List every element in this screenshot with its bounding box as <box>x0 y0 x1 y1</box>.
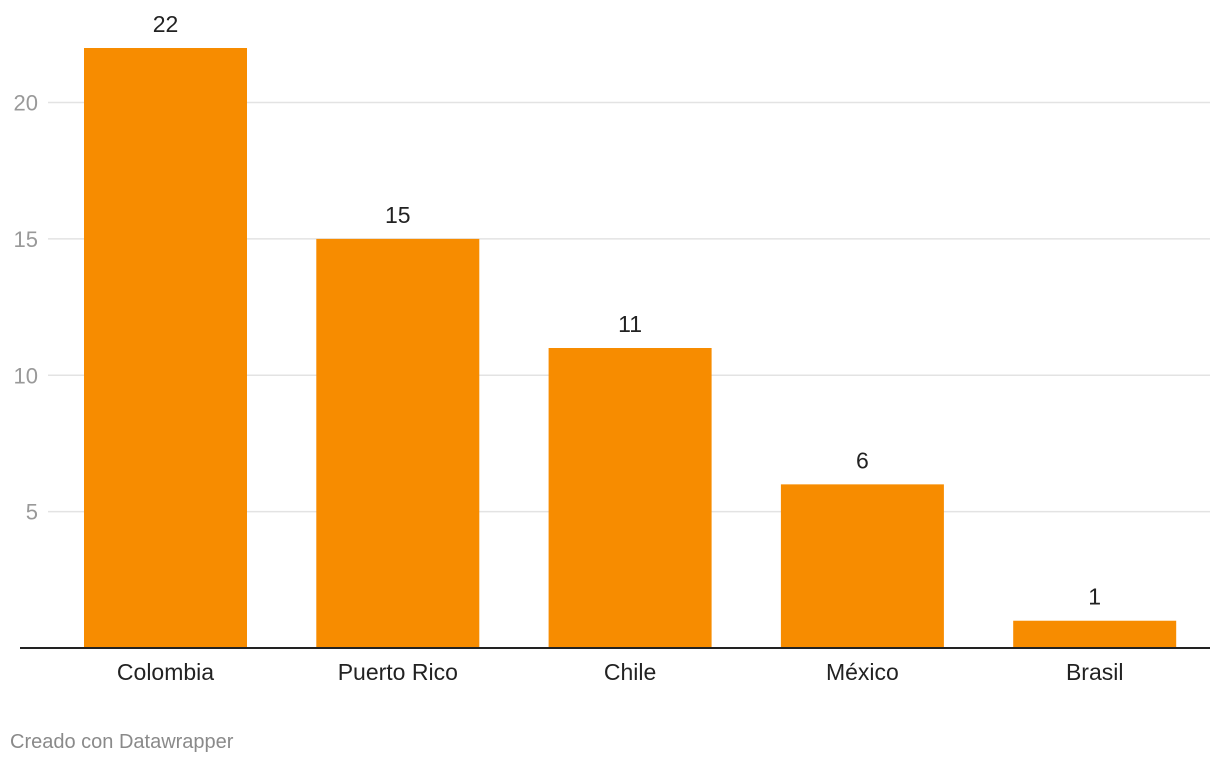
bar-0 <box>84 48 247 648</box>
bar-1 <box>316 238 480 648</box>
y-tick-label: 10 <box>14 363 38 388</box>
data-label: 22 <box>153 11 179 37</box>
bar-2 <box>548 348 712 648</box>
bars <box>84 48 1177 648</box>
bar-4 <box>1013 620 1177 648</box>
x-tick-label: Brasil <box>1066 659 1124 685</box>
data-label: 11 <box>618 311 642 337</box>
bar-3 <box>780 484 944 648</box>
x-tick-label: Puerto Rico <box>338 659 458 685</box>
data-label: 6 <box>856 447 869 473</box>
y-tick-label: 20 <box>14 91 38 116</box>
y-tick-label: 15 <box>14 227 38 252</box>
data-label: 15 <box>385 202 411 228</box>
chart-credit: Creado con Datawrapper <box>10 731 234 753</box>
labels: 5 10 15 20 22 Colombia 15 Puerto Rico 11 Chile 6 Mé… <box>14 11 1210 685</box>
x-tick-label: México <box>826 659 899 685</box>
y-tick-label: 5 <box>26 500 38 525</box>
x-tick-label: Colombia <box>117 659 214 685</box>
data-label: 1 <box>1088 584 1101 610</box>
x-tick-label: Chile <box>604 659 656 685</box>
